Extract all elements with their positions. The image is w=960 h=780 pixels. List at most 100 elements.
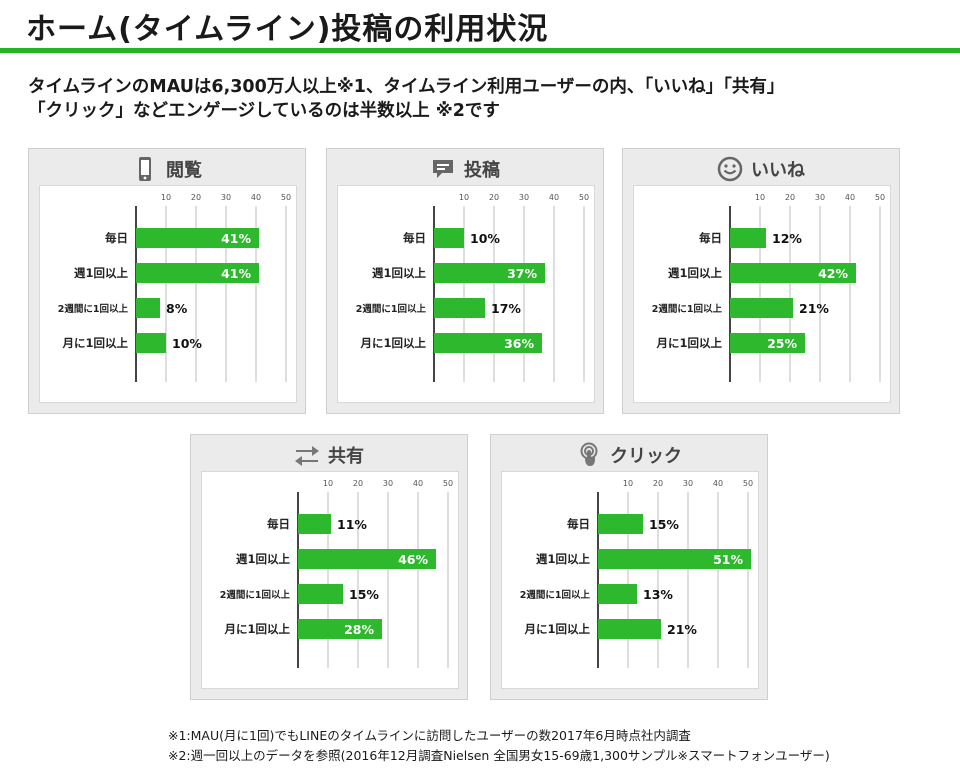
data-label: 17% — [491, 301, 521, 316]
bar — [136, 333, 166, 353]
data-label: 25% — [767, 336, 797, 351]
tick-label: 40 — [251, 193, 261, 202]
data-label: 42% — [818, 266, 848, 281]
bar-chart-svg: 10 20 30 40 50 毎日 12% 週1回以上 42% 2週間に1回以上 21% 月に1回以上… — [652, 193, 885, 382]
bar — [434, 298, 485, 318]
smiley-icon — [717, 156, 743, 182]
tick-label: 10 — [459, 193, 469, 202]
bar — [434, 333, 542, 353]
category-label: 毎日 — [105, 231, 128, 245]
category-label: 毎日 — [403, 231, 426, 245]
tick-label: 30 — [815, 193, 825, 202]
chart-plot: 10 20 30 40 50 毎日 15% 週1回以上 51% 2週間に1回以上 13% 月に1回以上… — [501, 471, 759, 689]
tick-label: 10 — [623, 479, 633, 488]
category-label: 月に1回以上 — [223, 622, 290, 636]
bar — [136, 263, 259, 283]
category-label: 週1回以上 — [236, 552, 291, 566]
bar-chart-svg: 10 20 30 40 50 毎日 15% 週1回以上 51% 2週間に1回以上 13% 月に1回以上… — [520, 479, 753, 668]
category-label: 週1回以上 — [668, 266, 723, 280]
tick-label: 20 — [785, 193, 795, 202]
tap-finger-icon — [580, 442, 598, 466]
chart-panel-share: 共有 10 20 30 40 50 毎日 11% 週1回以上 46% 2週間に1回以上 15% 月に1… — [190, 434, 468, 700]
category-label: 2週間に1回以上 — [220, 589, 291, 601]
category-label: 月に1回以上 — [523, 622, 590, 636]
data-label: 21% — [667, 622, 697, 637]
category-label: 週1回以上 — [74, 266, 129, 280]
panel-header: いいね — [623, 149, 899, 189]
tick-label: 50 — [443, 479, 453, 488]
data-label: 10% — [470, 231, 500, 246]
category-label: 週1回以上 — [536, 552, 591, 566]
category-label: 2週間に1回以上 — [356, 303, 427, 315]
panel-header: 閲覧 — [29, 149, 305, 189]
tick-label: 30 — [221, 193, 231, 202]
bar — [730, 298, 793, 318]
category-label: 毎日 — [699, 231, 722, 245]
category-label: 月に1回以上 — [655, 336, 722, 350]
bar-chart-svg: 10 20 30 40 50 毎日 10% 週1回以上 37% 2週間に1回以上 17% 月に1回以上… — [356, 193, 589, 382]
tick-label: 40 — [413, 479, 423, 488]
category-label: 週1回以上 — [372, 266, 427, 280]
bar-chart-svg: 10 20 30 40 50 毎日 41% 週1回以上 41% 2週間に1回以上 8% 月に1回以上 1… — [58, 193, 291, 382]
subtitle-line-2: 「クリック」などエンゲージしているのは半数以上 ※2です — [28, 101, 500, 121]
bar — [136, 228, 259, 248]
bar — [730, 263, 856, 283]
tick-label: 30 — [383, 479, 393, 488]
tick-label: 10 — [323, 479, 333, 488]
speech-bubble-icon — [433, 160, 453, 178]
footnote-1: ※1:MAU(月に1回)でもLINEのタイムラインに訪問したユーザーの数2017… — [168, 728, 691, 743]
panel-title: クリック — [610, 446, 682, 467]
panel-header: クリック — [491, 435, 767, 475]
bar — [730, 333, 805, 353]
bar — [298, 514, 331, 534]
data-label: 11% — [337, 517, 367, 532]
tick-label: 40 — [845, 193, 855, 202]
data-label: 36% — [504, 336, 534, 351]
data-label: 8% — [166, 301, 188, 316]
category-label: 毎日 — [267, 517, 290, 531]
smartphone-icon — [139, 157, 151, 181]
bar — [598, 619, 661, 639]
panel-title: 共有 — [328, 446, 364, 467]
bar — [298, 549, 436, 569]
tick-label: 20 — [653, 479, 663, 488]
footnote-2: ※2:週一回以上のデータを参照(2016年12月調査Nielsen 全国男女15… — [168, 748, 830, 763]
subtitle-line-1: タイムラインのMAUは6,300万人以上※1、タイムライン利用ユーザーの内、「い… — [28, 77, 785, 97]
tick-label: 50 — [743, 479, 753, 488]
bar — [434, 228, 464, 248]
tick-label: 50 — [875, 193, 885, 202]
bar-chart-svg: 10 20 30 40 50 毎日 11% 週1回以上 46% 2週間に1回以上 15% 月に1回以上… — [220, 479, 453, 668]
bar — [598, 549, 751, 569]
data-label: 12% — [772, 231, 802, 246]
bar — [434, 263, 545, 283]
title-underline — [0, 48, 960, 53]
category-label: 月に1回以上 — [61, 336, 128, 350]
chart-panel-post: 投稿 10 20 30 40 50 毎日 10% 週1回以上 37% 2週間に1回以上 17% 月に1… — [326, 148, 604, 414]
data-label: 46% — [398, 552, 428, 567]
data-label: 15% — [649, 517, 679, 532]
bar — [730, 228, 766, 248]
page-title: ホーム(タイムライン)投稿の利用状況 — [26, 12, 549, 47]
data-label: 37% — [507, 266, 537, 281]
bar — [298, 584, 343, 604]
tick-label: 10 — [161, 193, 171, 202]
category-label: 毎日 — [567, 517, 590, 531]
data-label: 13% — [643, 587, 673, 602]
data-label: 10% — [172, 336, 202, 351]
chart-plot: 10 20 30 40 50 毎日 11% 週1回以上 46% 2週間に1回以上 15% 月に1回以上… — [201, 471, 459, 689]
tick-label: 40 — [713, 479, 723, 488]
tick-label: 40 — [549, 193, 559, 202]
category-label: 2週間に1回以上 — [520, 589, 591, 601]
panel-title: いいね — [751, 160, 805, 181]
data-label: 15% — [349, 587, 379, 602]
bar — [598, 584, 637, 604]
chart-panel-click: クリック 10 20 30 40 50 毎日 15% 週1回以上 51% 2週間に1回以上 13% 月… — [490, 434, 768, 700]
chart-plot: 10 20 30 40 50 毎日 41% 週1回以上 41% 2週間に1回以上 8% 月に1回以上 1… — [39, 185, 297, 403]
chart-panel-like: いいね 10 20 30 40 50 毎日 12% 週1回以上 42% 2週間に1回以上 21% 月に… — [622, 148, 900, 414]
share-arrows-icon — [295, 446, 319, 466]
panel-header: 投稿 — [327, 149, 603, 189]
chart-plot: 10 20 30 40 50 毎日 12% 週1回以上 42% 2週間に1回以上 21% 月に1回以上… — [633, 185, 891, 403]
tick-label: 50 — [281, 193, 291, 202]
bar — [598, 514, 643, 534]
category-label: 2週間に1回以上 — [652, 303, 723, 315]
